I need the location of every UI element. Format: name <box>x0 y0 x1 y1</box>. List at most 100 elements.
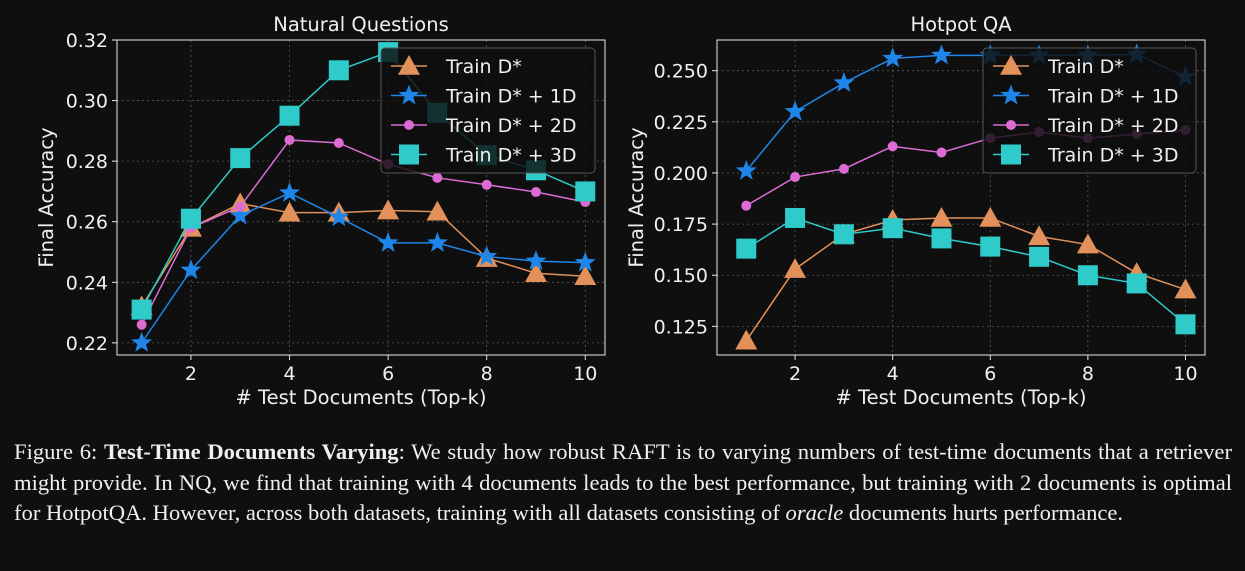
data-point <box>481 179 492 190</box>
chart-title: Natural Questions <box>273 13 449 36</box>
data-point <box>525 250 547 270</box>
series-line <box>745 217 1186 325</box>
data-point <box>524 262 547 283</box>
y-tick-label: 0.150 <box>654 265 708 287</box>
data-point <box>1126 273 1147 294</box>
data-point <box>1077 265 1098 286</box>
legend-marker <box>1006 120 1016 130</box>
series-train-d-3d <box>736 207 1196 335</box>
legend-entry: Train D* + 1D <box>391 84 576 108</box>
plot-frame <box>716 39 1206 356</box>
data-point <box>575 181 596 202</box>
y-tick-label: 0.24 <box>66 272 108 294</box>
legend-marker <box>1000 55 1022 75</box>
data-point <box>278 201 301 222</box>
legend: Train D* Train D* + 1D Train D* + 2D Train … <box>982 47 1197 174</box>
data-point <box>931 228 952 249</box>
data-point <box>882 218 903 239</box>
caption-label: Figure 6: <box>14 439 104 464</box>
data-point <box>180 208 201 229</box>
data-point <box>936 147 947 158</box>
data-point <box>432 172 443 183</box>
data-point <box>735 329 758 350</box>
y-tick-label: 0.26 <box>66 212 108 234</box>
data-point <box>476 245 498 266</box>
y-tick-label: 0.32 <box>66 30 108 52</box>
data-point <box>980 236 1001 257</box>
data-point <box>735 159 757 180</box>
legend-marker <box>404 120 414 130</box>
y-tick-label: 0.175 <box>654 214 708 236</box>
data-point <box>131 331 153 352</box>
data-point <box>328 60 349 81</box>
legend-box <box>982 47 1197 174</box>
legend-label: Train D* + 3D <box>445 145 576 167</box>
series-line <box>141 202 586 307</box>
caption-text-2: documents hurts performance. <box>843 500 1124 525</box>
x-tick-label: 4 <box>887 363 899 385</box>
data-point <box>377 231 399 252</box>
y-tick-label: 0.30 <box>66 91 108 113</box>
data-point <box>784 258 807 278</box>
legend-entry: Train D* + 2D <box>993 115 1178 137</box>
x-tick-label: 8 <box>481 363 493 385</box>
data-point <box>426 200 449 221</box>
data-point <box>574 251 596 272</box>
y-tick-label: 0.225 <box>654 112 708 134</box>
legend-marker <box>398 55 420 75</box>
data-point <box>887 141 898 152</box>
chart-title: Hotpot QA <box>910 13 1012 36</box>
legend-entry: Train D* <box>993 55 1124 78</box>
data-point <box>279 105 300 126</box>
series-line <box>745 217 1186 342</box>
series-line <box>140 139 586 326</box>
data-point <box>790 172 801 183</box>
legend: Train D* Train D* + 1D Train D* + 2D Train … <box>380 47 596 174</box>
caption-text-1: : We study how robust RAFT is to varying… <box>14 439 1232 525</box>
data-point <box>279 181 300 202</box>
data-point <box>284 134 295 145</box>
x-tick-label: 4 <box>283 363 295 385</box>
legend-marker <box>1000 84 1022 105</box>
series-train-d-1d <box>131 181 596 352</box>
legend-label: Train D* + 2D <box>1047 115 1178 137</box>
data-point <box>741 200 752 211</box>
data-point <box>235 201 246 212</box>
legend-label: Train D* + 2D <box>445 115 576 137</box>
plot-frame <box>116 39 606 356</box>
data-point <box>736 238 757 259</box>
caption-italic: oracle <box>785 500 844 525</box>
figure-caption: Figure 6: Test-Time Documents Varying: W… <box>14 437 1232 529</box>
data-point <box>136 319 147 330</box>
data-point <box>785 207 806 228</box>
series-line <box>141 192 586 344</box>
legend-entry: Train D* + 1D <box>993 84 1178 108</box>
legend-label: Train D* + 1D <box>445 86 576 108</box>
chart-natural-questions: 2 4 6 8 10 0.22 0.24 0.26 0.28 0.30 0.32 Natural Qu… <box>35 13 606 409</box>
legend-marker <box>398 84 420 105</box>
data-point <box>377 199 400 220</box>
chart-hotpot-qa: 2 4 6 8 10 0.125 0.150 0.175 0.200 0.225 0.250 Hotp… <box>625 13 1206 409</box>
data-point <box>426 231 448 252</box>
data-point <box>131 299 152 320</box>
series-train-d <box>735 206 1197 350</box>
x-tick-label: 6 <box>984 363 996 385</box>
data-point <box>930 206 953 227</box>
x-tick-label: 6 <box>382 363 394 385</box>
x-tick-label: 10 <box>1173 363 1197 385</box>
x-tick-label: 2 <box>789 363 801 385</box>
data-point <box>1028 225 1051 246</box>
legend-label: Train D* + 3D <box>1047 145 1178 167</box>
legend-marker <box>1001 144 1021 165</box>
legend-entry: Train D* + 2D <box>391 115 576 137</box>
x-axis-label: # Test Documents (Top-k) <box>836 386 1087 409</box>
y-tick-label: 0.125 <box>654 316 708 338</box>
y-tick-label: 0.28 <box>66 151 108 173</box>
data-point <box>1076 233 1099 254</box>
data-point <box>328 206 350 227</box>
legend-entry: Train D* + 3D <box>391 144 576 167</box>
y-tick-label: 0.200 <box>654 163 708 185</box>
data-point <box>979 206 1002 227</box>
legend-entry: Train D* <box>391 55 522 78</box>
data-point <box>1175 314 1196 335</box>
